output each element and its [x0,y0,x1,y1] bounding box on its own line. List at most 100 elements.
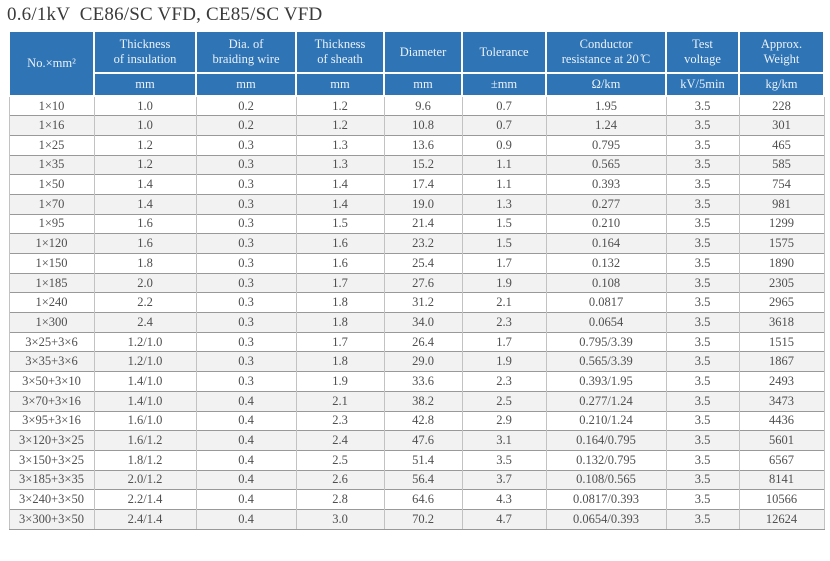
cell-insulation-thickness: 2.0/1.2 [93,469,197,490]
cell-diameter: 34.0 [383,312,463,333]
cell-tolerance: 1.3 [461,193,547,215]
unit-diameter: mm [383,72,463,97]
cell-diameter: 9.6 [383,95,463,116]
cell-test-voltage: 3.5 [665,193,740,215]
cell-diameter: 47.6 [383,430,463,451]
cell-size: 1×150 [8,253,95,274]
cell-approx-weight: 6567 [738,449,825,471]
cell-size: 1×300 [8,312,95,333]
cell-approx-weight: 2493 [738,371,825,392]
cell-size: 3×300+3×50 [8,508,95,530]
cell-sheath-thickness: 1.7 [295,272,385,293]
table-row: 1×150 1.8 0.3 1.6 25.4 1.7 0.132 3.5 1890 [8,253,825,274]
unit-tolerance: ±mm [461,72,547,97]
cell-braiding-wire-dia: 0.3 [195,233,297,254]
table-row: 3×240+3×50 2.2/1.4 0.4 2.8 64.6 4.3 0.0817/0.3… [8,489,825,510]
cell-test-voltage: 3.5 [665,95,740,116]
cell-size: 3×70+3×16 [8,390,95,411]
cell-conductor-resistance: 0.565/3.39 [545,351,667,372]
cell-insulation-thickness: 2.4/1.4 [93,508,197,530]
unit-test-voltage: kV/5min [665,72,740,97]
page: 0.6/1kV CE86/SC VFD, CE85/SC VFD No.×mm²… [7,4,825,530]
cell-sheath-thickness: 1.3 [295,134,385,156]
cell-insulation-thickness: 1.2/1.0 [93,351,197,372]
cell-braiding-wire-dia: 0.4 [195,410,297,431]
cell-insulation-thickness: 1.6 [93,213,197,234]
cell-insulation-thickness: 1.4/1.0 [93,371,197,392]
cell-insulation-thickness: 1.2 [93,134,197,156]
unit-braiding-wire-dia: mm [195,72,297,97]
cell-approx-weight: 1890 [738,253,825,274]
cell-tolerance: 1.1 [461,154,547,175]
column-header-test-voltage: Test voltage [665,30,740,74]
cell-test-voltage: 3.5 [665,174,740,195]
cell-sheath-thickness: 2.4 [295,430,385,451]
cell-size: 1×95 [8,213,95,234]
cell-tolerance: 1.9 [461,351,547,372]
cell-approx-weight: 12624 [738,508,825,530]
cell-test-voltage: 3.5 [665,371,740,392]
cell-test-voltage: 3.5 [665,410,740,431]
cell-approx-weight: 465 [738,134,825,156]
cell-insulation-thickness: 2.4 [93,312,197,333]
cell-size: 1×10 [8,95,95,116]
cell-test-voltage: 3.5 [665,115,740,136]
cell-size: 3×120+3×25 [8,430,95,451]
cell-diameter: 13.6 [383,134,463,156]
cell-size: 1×70 [8,193,95,215]
cell-tolerance: 1.7 [461,253,547,274]
cell-conductor-resistance: 0.0654 [545,312,667,333]
table-row: 1×25 1.2 0.3 1.3 13.6 0.9 0.795 3.5 465 [8,134,825,156]
cell-diameter: 17.4 [383,174,463,195]
cell-sheath-thickness: 3.0 [295,508,385,530]
cell-insulation-thickness: 2.0 [93,272,197,293]
cell-diameter: 64.6 [383,489,463,510]
cell-braiding-wire-dia: 0.3 [195,351,297,372]
cell-sheath-thickness: 2.5 [295,449,385,471]
cell-diameter: 27.6 [383,272,463,293]
cell-approx-weight: 4436 [738,410,825,431]
cell-diameter: 38.2 [383,390,463,411]
cell-braiding-wire-dia: 0.3 [195,331,297,352]
cell-test-voltage: 3.5 [665,351,740,372]
cell-insulation-thickness: 1.6/1.2 [93,430,197,451]
cell-sheath-thickness: 1.2 [295,115,385,136]
cell-insulation-thickness: 1.4 [93,174,197,195]
cell-approx-weight: 1515 [738,331,825,352]
cell-braiding-wire-dia: 0.4 [195,489,297,510]
cell-conductor-resistance: 1.24 [545,115,667,136]
cell-sheath-thickness: 1.5 [295,213,385,234]
cell-conductor-resistance: 0.164 [545,233,667,254]
cell-diameter: 15.2 [383,154,463,175]
cell-test-voltage: 3.5 [665,430,740,451]
cell-approx-weight: 3618 [738,312,825,333]
cell-conductor-resistance: 0.795/3.39 [545,331,667,352]
cell-conductor-resistance: 0.132 [545,253,667,274]
table-row: 3×120+3×25 1.6/1.2 0.4 2.4 47.6 3.1 0.164/0.79… [8,430,825,451]
cell-tolerance: 2.9 [461,410,547,431]
cell-braiding-wire-dia: 0.3 [195,371,297,392]
cell-sheath-thickness: 2.1 [295,390,385,411]
unit-insulation-thickness: mm [93,72,197,97]
table-header: No.×mm² Thickness of insulation Dia. of … [8,30,825,97]
cell-sheath-thickness: 1.8 [295,312,385,333]
table-body: 1×10 1.0 0.2 1.2 9.6 0.7 1.95 3.5 228 1×16 1.0 0.2 1… [8,95,825,530]
table-row: 1×16 1.0 0.2 1.2 10.8 0.7 1.24 3.5 301 [8,115,825,136]
cell-test-voltage: 3.5 [665,213,740,234]
cell-insulation-thickness: 1.2/1.0 [93,331,197,352]
cell-diameter: 19.0 [383,193,463,215]
cell-conductor-resistance: 1.95 [545,95,667,116]
cell-diameter: 10.8 [383,115,463,136]
cell-conductor-resistance: 0.0817/0.393 [545,489,667,510]
cell-diameter: 21.4 [383,213,463,234]
cell-tolerance: 3.5 [461,449,547,471]
cell-size: 1×120 [8,233,95,254]
cell-braiding-wire-dia: 0.3 [195,253,297,274]
cell-tolerance: 3.7 [461,469,547,490]
cell-tolerance: 4.3 [461,489,547,510]
cell-tolerance: 1.7 [461,331,547,352]
table-row: 3×300+3×50 2.4/1.4 0.4 3.0 70.2 4.7 0.0654/0.3… [8,508,825,530]
cell-tolerance: 1.5 [461,233,547,254]
cell-size: 1×50 [8,174,95,195]
cell-braiding-wire-dia: 0.4 [195,449,297,471]
